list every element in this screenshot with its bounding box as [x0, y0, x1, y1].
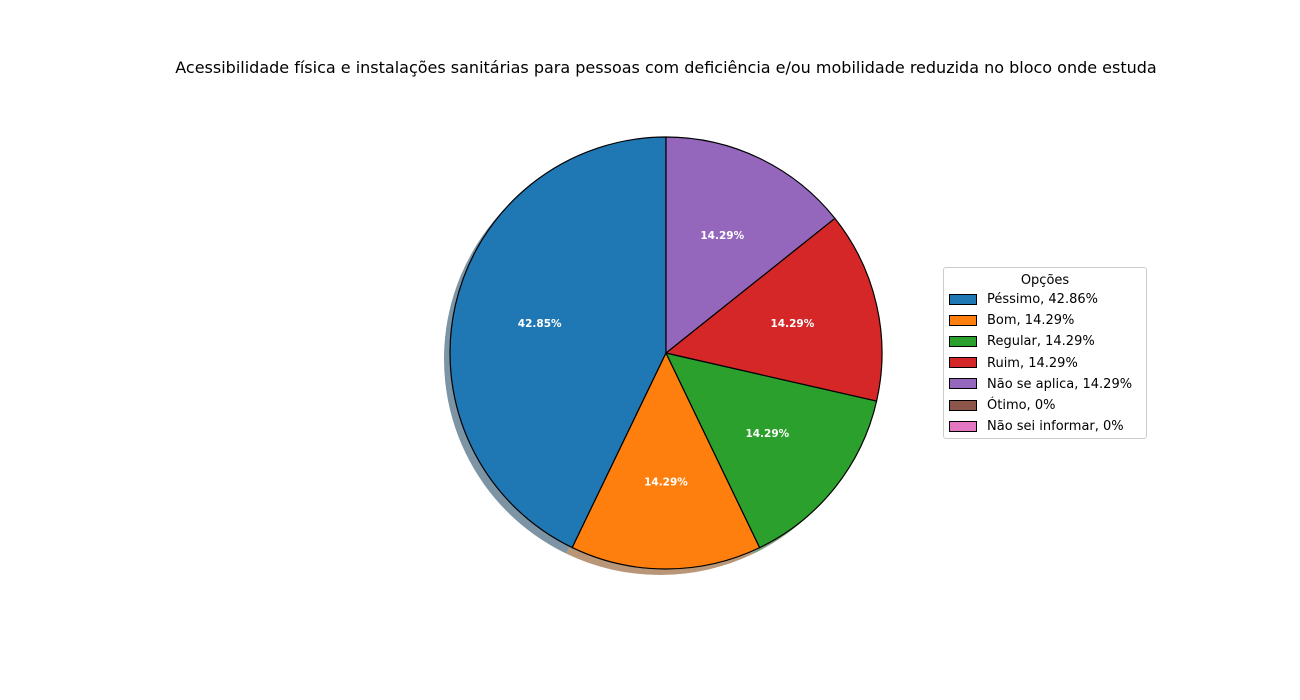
pie-slice-0-pct-label: 42.85% [518, 318, 562, 330]
legend-item-3: Ruim, 14.29% [949, 355, 1078, 373]
legend-item-1: Bom, 14.29% [949, 312, 1074, 330]
legend-item-6: Não sei informar, 0% [949, 418, 1124, 436]
legend-item-5: Ótimo, 0% [949, 397, 1055, 415]
chart-title: Acessibilidade física e instalações sani… [175, 58, 1157, 77]
pie-slice-3 [665, 217, 883, 402]
legend-item-4: Não se aplica, 14.29% [949, 376, 1132, 394]
legend-item-2: Regular, 14.29% [949, 333, 1095, 351]
legend-label-1: Bom, 14.29% [987, 313, 1075, 329]
pie-slice-2-pct-label: 14.29% [745, 428, 789, 440]
legend-swatch-5 [949, 399, 977, 411]
legend-swatch-4 [949, 378, 977, 390]
legend-swatch-1 [949, 314, 977, 326]
legend-label-6: Não sei informar, 0% [987, 419, 1124, 435]
legend-title: Opções [1020, 273, 1070, 288]
legend-label-3: Ruim, 14.29% [987, 355, 1078, 371]
legend-swatch-3 [949, 357, 977, 369]
legend-label-2: Regular, 14.29% [987, 334, 1095, 350]
pie-slice-3-pct-label: 14.29% [770, 318, 814, 330]
legend-label-5: Ótimo, 0% [987, 398, 1056, 413]
pie-slice-4 [665, 136, 836, 354]
pie-slice-1 [571, 352, 761, 570]
pie-slice-2 [665, 352, 878, 549]
legend-swatch-0 [949, 293, 977, 305]
legend-swatch-6 [949, 420, 977, 432]
legend-label-4: Não se aplica, 14.29% [987, 376, 1133, 392]
pie-label-layer: 42.85% 14.29% 14.29% 14.29% 14.29% [518, 230, 815, 488]
pie-slice-4-pct-label: 14.29% [700, 230, 744, 242]
pie-slice-1-pct-label: 14.29% [644, 477, 688, 489]
legend-swatch-2 [949, 335, 977, 347]
pie-slice-0 [449, 136, 667, 549]
legend-item-0: Péssimo, 42.86% [949, 291, 1098, 309]
legend-label-0: Péssimo, 42.86% [987, 292, 1098, 307]
legend: Opções Péssimo, 42.86% Bom, 14.29% Regular… [943, 267, 1147, 439]
pie-slice-layer [449, 136, 883, 570]
